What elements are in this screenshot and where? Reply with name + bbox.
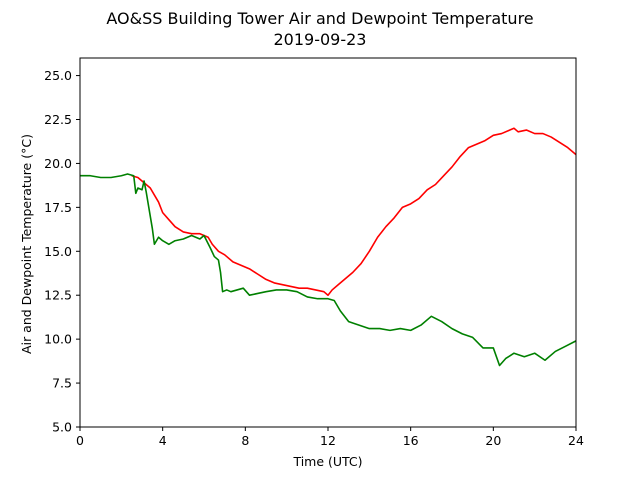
y-tick-label: 25.0 xyxy=(44,68,72,83)
y-tick-label: 7.5 xyxy=(52,376,72,391)
y-tick-label: 22.5 xyxy=(44,112,72,127)
axes: 0 4 8 12 16 20 24 5.0 7.5 10.0 12.5 15.0 17.5 20.0 22.… xyxy=(44,57,584,448)
plot-area xyxy=(80,127,577,367)
y-tick-label: 10.0 xyxy=(44,332,72,347)
y-tick-label: 20.0 xyxy=(44,156,72,171)
series-line-1 xyxy=(131,127,577,297)
x-tick-label: 0 xyxy=(76,433,84,448)
y-tick-label: 15.0 xyxy=(44,244,72,259)
x-tick-label: 8 xyxy=(241,433,249,448)
chart-subtitle: 2019-09-23 xyxy=(274,30,367,49)
chart-title: AO&SS Building Tower Air and Dewpoint Te… xyxy=(106,9,533,28)
x-tick-label: 20 xyxy=(485,433,501,448)
x-tick-label: 4 xyxy=(159,433,167,448)
y-tick-label: 5.0 xyxy=(52,420,72,435)
x-tick-label: 16 xyxy=(403,433,419,448)
y-tick-label: 17.5 xyxy=(44,200,72,215)
y-tick-label: 12.5 xyxy=(44,288,72,303)
x-tick-label: 12 xyxy=(320,433,336,448)
x-axis-label: Time (UTC) xyxy=(292,454,362,469)
series-line-2 xyxy=(80,173,577,367)
y-axis-label: Air and Dewpoint Temperature (°C) xyxy=(19,134,34,354)
x-tick-label: 24 xyxy=(568,433,584,448)
